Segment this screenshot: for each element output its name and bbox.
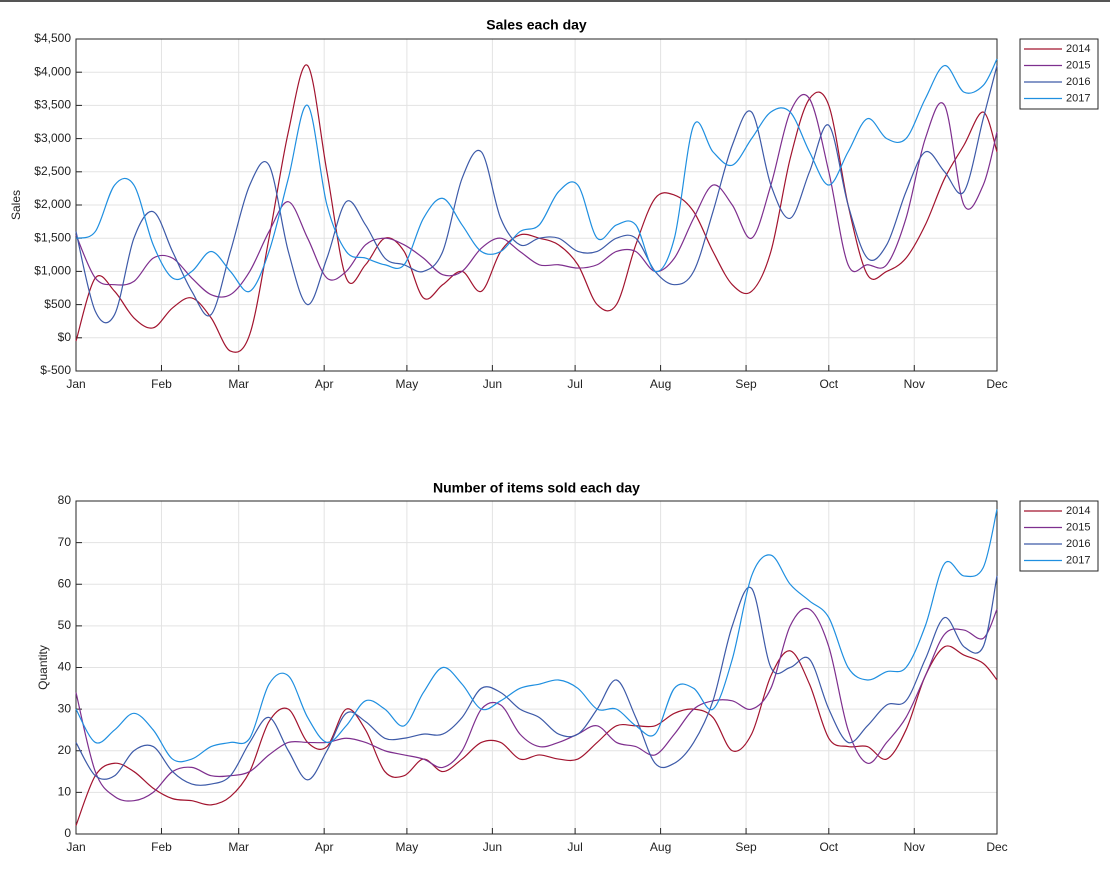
y-tick-label: $4,500 [34, 31, 71, 45]
x-tick-label: Oct [819, 377, 838, 391]
x-tick-label: Jun [483, 377, 502, 391]
x-tick-label: Nov [904, 840, 925, 854]
x-tick-label: Nov [904, 377, 925, 391]
axes-box [75, 500, 998, 835]
x-tick-label: Jan [66, 840, 85, 854]
y-tick-label: $1,500 [34, 230, 71, 244]
x-tick-label: Mar [228, 377, 249, 391]
y-tick-label: 70 [58, 535, 72, 549]
x-tick-label: May [396, 377, 419, 391]
y-tick-label: 50 [58, 618, 72, 632]
x-tick-label: Dec [986, 377, 1007, 391]
legend-label: 2015 [1066, 59, 1090, 71]
y-axis-label: Sales [9, 190, 23, 220]
legend-label: 2014 [1066, 505, 1090, 517]
y-tick-label: $3,500 [34, 98, 71, 112]
x-tick-label: Jan [66, 377, 85, 391]
x-tick-label: May [396, 840, 419, 854]
y-tick-label: $3,000 [34, 131, 71, 145]
legend-box [1019, 500, 1099, 572]
y-tick-label: 0 [64, 826, 71, 840]
legend-box [1019, 38, 1099, 110]
x-tick-label: Aug [650, 377, 671, 391]
series-line [75, 509, 998, 763]
y-tick-label: $4,000 [34, 64, 71, 78]
y-tick-label: 20 [58, 743, 72, 757]
y-tick-label: 30 [58, 701, 72, 715]
x-tick-label: Feb [151, 377, 172, 391]
x-tick-label: Feb [151, 840, 172, 854]
x-tick-label: Jun [483, 840, 502, 854]
x-tick-label: Mar [228, 840, 249, 854]
axes-box [75, 38, 998, 372]
series-line [75, 575, 998, 786]
legend-label: 2017 [1066, 92, 1090, 104]
series-line [75, 94, 998, 298]
x-tick-label: Jul [567, 377, 582, 391]
x-tick-label: Jul [567, 840, 582, 854]
legend-label: 2015 [1066, 521, 1090, 533]
x-tick-label: Sep [735, 377, 757, 391]
y-axis-label: Quantity [36, 645, 50, 690]
y-tick-label: $2,500 [34, 164, 71, 178]
y-tick-label: 80 [58, 493, 72, 507]
legend-label: 2016 [1066, 538, 1090, 550]
y-tick-label: $2,000 [34, 197, 71, 211]
series-line [75, 58, 998, 293]
y-tick-label: 60 [58, 576, 72, 590]
legend-label: 2017 [1066, 554, 1090, 566]
y-tick-label: 10 [58, 785, 72, 799]
x-tick-label: Apr [315, 377, 334, 391]
legend-label: 2016 [1066, 76, 1090, 88]
y-tick-label: $-500 [40, 363, 71, 377]
x-tick-label: Oct [819, 840, 838, 854]
x-tick-label: Aug [650, 840, 671, 854]
legend-label: 2014 [1066, 43, 1090, 55]
y-tick-label: $1,000 [34, 264, 71, 278]
x-tick-label: Dec [986, 840, 1007, 854]
x-tick-label: Sep [735, 840, 757, 854]
chart-title: Sales each day [486, 17, 587, 33]
y-tick-label: $0 [58, 330, 72, 344]
y-tick-label: $500 [44, 297, 71, 311]
x-tick-label: Apr [315, 840, 334, 854]
chart-title: Number of items sold each day [433, 480, 640, 496]
y-tick-label: 40 [58, 660, 72, 674]
series-line [75, 65, 998, 324]
series-line [75, 645, 998, 826]
